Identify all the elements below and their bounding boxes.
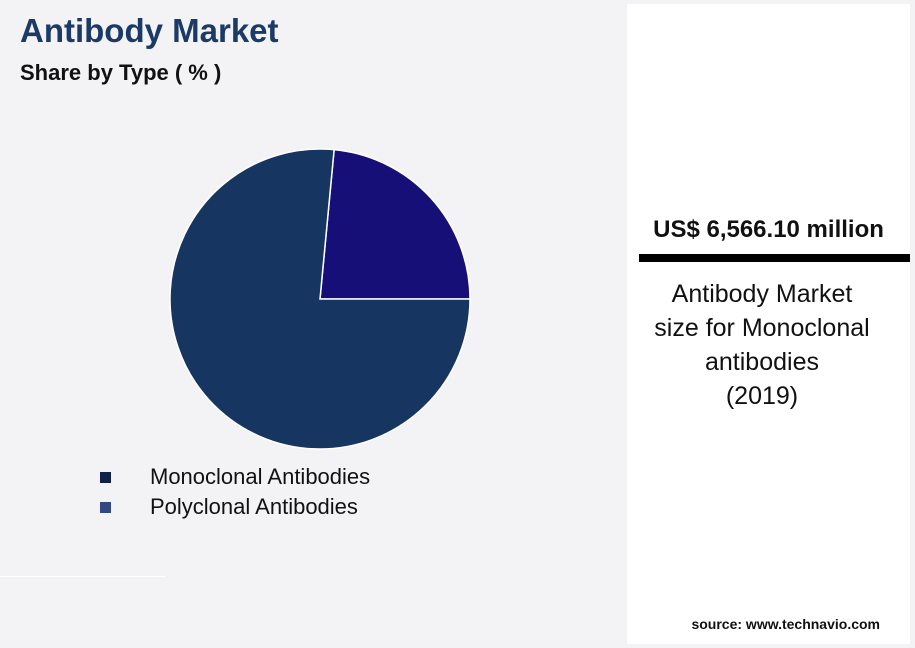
source-text: source: www.technavio.com: [691, 616, 880, 632]
pie-slice-polyclonal-antibodies: [319, 148, 471, 300]
divider-bar: [639, 254, 910, 262]
divider: [0, 576, 165, 577]
description-line: antibodies: [705, 348, 819, 376]
description-line: size for Monoclonal: [654, 314, 870, 342]
description-line: (2019): [725, 382, 799, 410]
chart-subtitle: Share by Type ( % ): [20, 60, 222, 85]
market-value: US$ 6,566.10 million: [653, 216, 884, 243]
legend: Monoclonal Antibodies Polyclonal Antibod…: [100, 462, 370, 522]
market-description: Antibody Market size for Monoclonal anti…: [627, 277, 897, 413]
legend-label: Polyclonal Antibodies: [150, 494, 358, 519]
legend-label: Monoclonal Antibodies: [150, 464, 371, 489]
legend-swatch: [100, 501, 111, 513]
legend-swatch: [100, 471, 111, 483]
pie-chart: [169, 148, 471, 450]
pie-slice-monoclonal-antibodies: [169, 148, 471, 450]
info-panel: US$ 6,566.10 million Antibody Market siz…: [627, 4, 910, 644]
chart-title: Antibody Market: [20, 12, 279, 49]
description-line: Antibody Market: [671, 280, 853, 308]
legend-item-monoclonal: Monoclonal Antibodies: [100, 462, 370, 492]
legend-item-polyclonal: Polyclonal Antibodies: [100, 492, 370, 522]
